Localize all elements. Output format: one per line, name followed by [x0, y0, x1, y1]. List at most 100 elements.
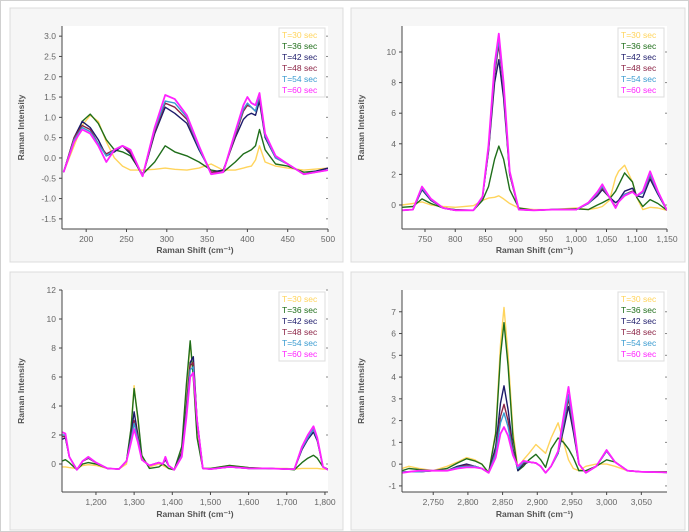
x-tick-label: 1,600	[238, 497, 260, 507]
legend-entry: T=60 sec	[621, 349, 657, 359]
x-tick-label: 450	[281, 234, 295, 244]
x-tick-label: 1,400	[162, 497, 184, 507]
legend-entry: T=36 sec	[621, 41, 657, 51]
x-tick-label: 500	[321, 234, 335, 244]
x-tick-label: 2,950	[561, 497, 583, 507]
series-line-60sec	[402, 385, 667, 474]
y-axis-title: Raman Intensity	[356, 358, 366, 424]
y-tick-label: -1.0	[41, 194, 56, 204]
y-tick-label: 3.0	[44, 31, 56, 41]
y-tick-label: 8	[51, 343, 56, 353]
legend-entry: T=48 sec	[282, 63, 318, 73]
legend-entry: T=54 sec	[621, 338, 657, 348]
legend-entry: T=42 sec	[282, 316, 318, 326]
x-tick-label: 1,300	[123, 497, 145, 507]
legend-box	[278, 291, 326, 362]
x-tick-label: 350	[200, 234, 214, 244]
y-tick-label: 1	[391, 437, 396, 447]
y-tick-label: 0	[391, 200, 396, 210]
y-tick-label: 6	[391, 108, 396, 118]
y-tick-label: 8	[391, 78, 396, 88]
x-tick-label: 1,100	[626, 234, 648, 244]
x-tick-label: 2,800	[457, 497, 479, 507]
x-tick-label: 800	[448, 234, 462, 244]
y-axis-title: Raman Intensity	[16, 358, 26, 424]
x-tick-label: 1,500	[200, 497, 222, 507]
x-tick-label: 3,050	[631, 497, 653, 507]
legend-entry: T=42 sec	[621, 316, 657, 326]
series-line-30sec	[402, 306, 667, 474]
legend-entry: T=30 sec	[282, 294, 318, 304]
y-tick-label: 4	[391, 372, 396, 382]
legend-entry: T=30 sec	[621, 30, 657, 40]
x-tick-label: 1,050	[596, 234, 618, 244]
y-tick-label: 5	[391, 350, 396, 360]
y-tick-label: 10	[47, 314, 57, 324]
legend-entry: T=36 sec	[282, 305, 318, 315]
y-tick-label: 2	[391, 416, 396, 426]
legend-entry: T=54 sec	[282, 338, 318, 348]
x-tick-label: 1,800	[314, 497, 336, 507]
y-axis-title: Raman Intensity	[356, 94, 366, 160]
y-tick-label: 1.0	[44, 112, 56, 122]
legend-entry: T=60 sec	[621, 85, 657, 95]
legend-entry: T=60 sec	[282, 85, 318, 95]
y-tick-label: 0	[391, 459, 396, 469]
x-axis-title: Raman Shift (cm⁻¹)	[496, 509, 573, 519]
y-tick-label: 3	[391, 394, 396, 404]
x-tick-label: 3,000	[596, 497, 618, 507]
y-tick-label: 7	[391, 307, 396, 317]
legend-entry: T=60 sec	[282, 349, 318, 359]
x-tick-label: 1,700	[276, 497, 298, 507]
legend-entry: T=42 sec	[282, 52, 318, 62]
y-axis-title: Raman Intensity	[16, 94, 26, 160]
x-tick-label: 1,200	[85, 497, 107, 507]
x-tick-label: 850	[478, 234, 492, 244]
legend-entry: T=30 sec	[621, 294, 657, 304]
x-tick-label: 1,000	[566, 234, 588, 244]
legend-entry: T=48 sec	[621, 63, 657, 73]
y-tick-label: 4	[51, 401, 56, 411]
y-tick-label: 1.5	[44, 92, 56, 102]
y-tick-label: 6	[391, 329, 396, 339]
x-tick-label: 400	[240, 234, 254, 244]
legend-entry: T=30 sec	[282, 30, 318, 40]
series-line-60sec	[62, 371, 328, 471]
y-tick-label: 10	[387, 47, 397, 57]
chart-panel-3: 0 2 4 6 8 10 12 1,200 1,300 1,400 1,500 1,600 1,700 1…	[9, 271, 344, 531]
y-tick-label: 2.5	[44, 51, 56, 61]
y-tick-label: 4	[391, 139, 396, 149]
x-axis-title: Raman Shift (cm⁻¹)	[156, 245, 233, 255]
legend-entry: T=48 sec	[282, 327, 318, 337]
series-line-60sec	[62, 92, 328, 178]
legend-entry: T=36 sec	[621, 305, 657, 315]
x-tick-label: 2,900	[527, 497, 549, 507]
chart-panel-4: -1 0 1 2 3 4 5 6 7 2,750 2,800 2,850 2,900 2,950 3,000…	[350, 271, 686, 531]
y-tick-label: 2	[391, 169, 396, 179]
y-tick-label: 6	[51, 372, 56, 382]
x-tick-label: 200	[79, 234, 93, 244]
series-line-60sec	[402, 32, 667, 212]
legend-entry: T=48 sec	[621, 327, 657, 337]
x-tick-label: 2,750	[423, 497, 445, 507]
y-tick-label: 0.5	[44, 133, 56, 143]
series-line-36sec	[62, 113, 328, 175]
legend-entry: T=54 sec	[621, 74, 657, 84]
y-tick-label: -1	[388, 481, 396, 491]
x-axis-title: Raman Shift (cm⁻¹)	[496, 245, 573, 255]
y-tick-label: 2	[51, 430, 56, 440]
x-tick-label: 1,150	[656, 234, 678, 244]
y-tick-label: -1.5	[41, 214, 56, 224]
legend-box	[617, 27, 665, 98]
y-tick-label: -0.5	[41, 173, 56, 183]
legend-box	[278, 27, 326, 98]
y-tick-label: 12	[47, 285, 57, 295]
y-tick-label: 2.0	[44, 72, 56, 82]
x-tick-label: 950	[539, 234, 553, 244]
chart-panel-2: 0 2 4 6 8 10 750 800 850 900 950 1,000 1,050 1,100 1,1…	[350, 7, 686, 263]
x-tick-label: 900	[509, 234, 523, 244]
